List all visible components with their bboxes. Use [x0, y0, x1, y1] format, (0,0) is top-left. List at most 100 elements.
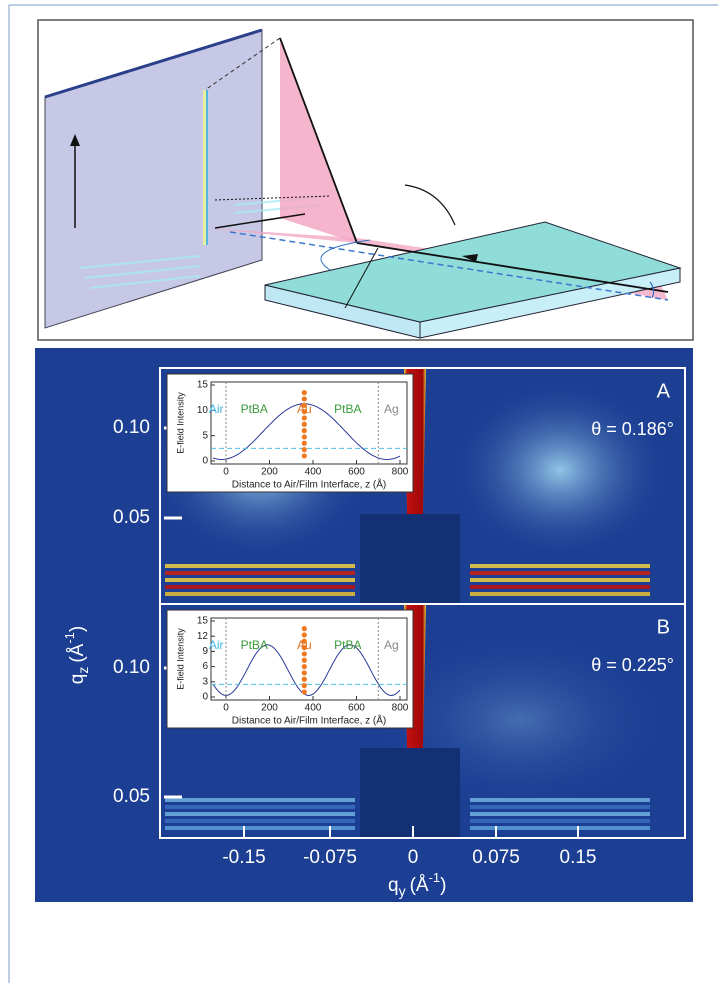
inset-x-label: Distance to Air/Film Interface, z (Å) [232, 714, 387, 727]
region-label: Ag [384, 638, 399, 652]
x-tick-label: -0.15 [222, 847, 265, 868]
incidence-angle: θ = 0.186° [591, 419, 674, 439]
field-curve [212, 403, 401, 461]
au-marker [301, 664, 307, 670]
k1-vector [356, 242, 669, 293]
yoneda-stripe [165, 798, 355, 802]
inset-x-tick-label: 600 [348, 467, 365, 478]
au-marker [301, 402, 307, 408]
inset-y-label: E-field Intensity [175, 392, 185, 454]
x-tick-label: -0.075 [303, 847, 357, 868]
panel-letter: B [657, 616, 670, 638]
inset-y-tick-label: 15 [197, 380, 209, 391]
yoneda-stripe [165, 571, 355, 575]
au-marker [301, 390, 307, 396]
yoneda-stripe [165, 578, 355, 582]
scattering-map: Aθ = 0.186° 0.10 0.05 15 10 5 0 0 200 400 600 800 Di… [35, 348, 693, 902]
beam-axis [229, 231, 669, 301]
inset-plot [210, 381, 408, 465]
inset-y-tick-label: 10 [197, 405, 209, 416]
axis-symbol: q [67, 674, 88, 685]
inset: 15 10 5 0 0 200 400 600 800 Distance to Air/Film … [166, 373, 414, 493]
au-marker [301, 645, 307, 651]
incidence-angle: θ = 0.225° [591, 655, 674, 675]
y-tick-label: 0.05 [113, 786, 150, 807]
inset-y-tick-label: 12 [197, 631, 209, 642]
axis-label: qy (Å-1) [388, 870, 446, 898]
au-marker [301, 409, 307, 415]
inset-y-tick-label: 9 [202, 646, 208, 657]
yoneda-stripe [470, 826, 650, 830]
yoneda-stripe [470, 571, 650, 575]
inset-x-tick-label: 400 [305, 467, 322, 478]
au-marker [301, 670, 307, 676]
plane-edge [44, 28, 263, 99]
au-marker [301, 676, 307, 682]
axis-label: qz (Å-1) [62, 626, 90, 684]
inset-y-tick-label: 0 [202, 692, 208, 703]
inset-x-tick-label: 600 [348, 703, 365, 714]
inset-plot [210, 617, 408, 701]
y-tick-label: 0.10 [113, 657, 150, 678]
yoneda-stripe [470, 585, 650, 589]
x-tick-label: 0.15 [560, 847, 597, 868]
inset: 15 12 9 6 3 0 0 200 400 600 800 Distance to Air/Fil… [166, 609, 414, 729]
inset-x-label: Distance to Air/Film Interface, z (Å) [232, 478, 387, 491]
projection [214, 195, 331, 201]
fringes [79, 195, 331, 289]
beamstop [360, 748, 460, 838]
yoneda-stripe [165, 592, 355, 596]
au-marker [301, 632, 307, 638]
y-tick-label: 0.10 [113, 417, 150, 438]
au-marker [301, 428, 307, 434]
axis-unit: (Å [410, 875, 429, 896]
inset-x-tick-label: 400 [305, 703, 322, 714]
yoneda-stripe [165, 805, 355, 809]
k2-vector [279, 37, 358, 244]
axis-close: ) [440, 875, 446, 896]
region-label: Air [209, 638, 224, 652]
au-marker [301, 415, 307, 421]
yoneda-stripe [165, 826, 355, 830]
beamstop [360, 514, 460, 604]
inset-x-tick-label: 800 [392, 467, 409, 478]
region-label: Au [297, 402, 312, 416]
inset-x-tick-label: 0 [223, 467, 229, 478]
theta-arc [649, 281, 655, 299]
phi-pointer [344, 247, 379, 309]
inset-y-tick-label: 5 [202, 430, 208, 441]
glow [450, 380, 670, 560]
projection [204, 37, 281, 91]
inset-y-tick-label: 15 [197, 616, 209, 627]
au-marker [301, 453, 307, 459]
au-marker [301, 396, 307, 402]
panel-letter: A [657, 380, 671, 402]
au-marker [301, 657, 307, 663]
phi-arc [320, 239, 371, 271]
axis-symbol: q [388, 875, 399, 896]
yoneda-stripe [165, 585, 355, 589]
region-label: PtBA [334, 402, 361, 416]
region-label: PtBA [334, 638, 361, 652]
yoneda-stripe [165, 819, 355, 823]
axis-unit: (Å [67, 643, 88, 662]
axis-exponent: -1 [62, 632, 77, 644]
x-tick-label: 0.075 [472, 847, 520, 868]
yoneda-stripe [470, 819, 650, 823]
yoneda-stripe [470, 592, 650, 596]
yoneda-stripe [165, 812, 355, 816]
axis-close: ) [67, 626, 88, 632]
inset-frame [166, 609, 414, 729]
x-tick-label: 0 [408, 847, 419, 868]
region-label: Ag [384, 402, 399, 416]
inset-y-tick-label: 6 [202, 661, 208, 672]
region-label: Air [209, 402, 224, 416]
au-marker [301, 421, 307, 427]
inset-x-tick-label: 200 [261, 703, 278, 714]
y-tick-label: 0.05 [113, 507, 150, 528]
panel-frame [159, 603, 686, 839]
inset-x-tick-label: 800 [392, 703, 409, 714]
axis-exponent: -1 [429, 870, 441, 885]
au-marker [301, 689, 307, 695]
